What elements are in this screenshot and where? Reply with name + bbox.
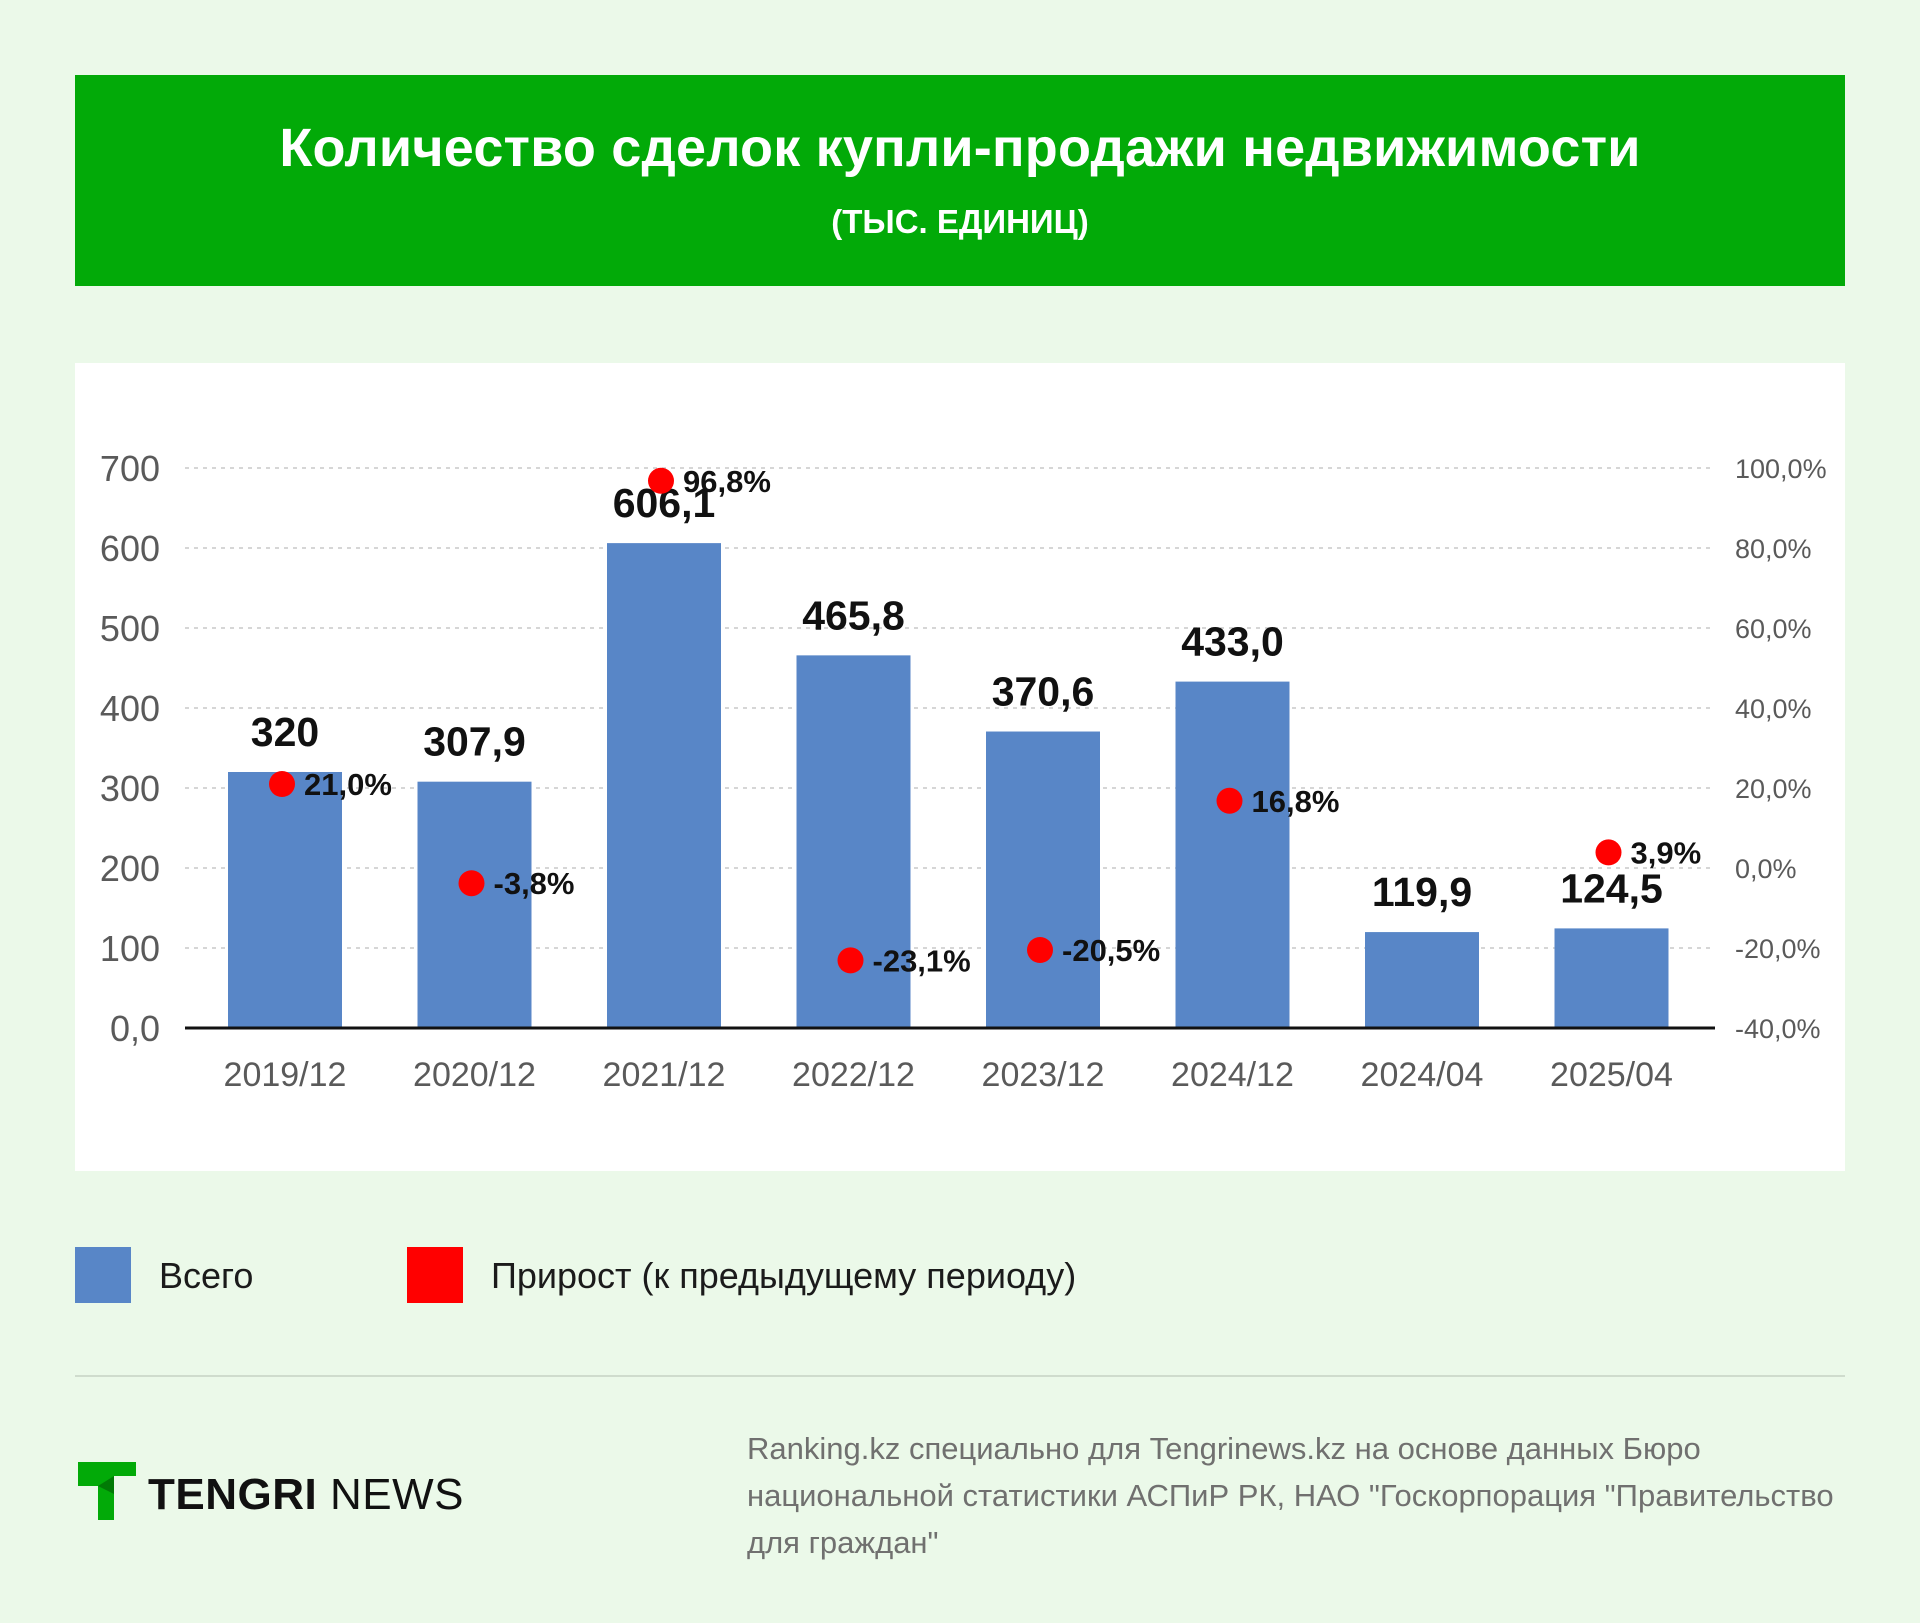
bar-value-label: 465,8 (802, 592, 905, 638)
bar-value-label: 320 (251, 709, 319, 755)
bar (417, 781, 532, 1028)
bar-value-label: 124,5 (1560, 865, 1663, 911)
x-tick-label: 2025/04 (1550, 1056, 1673, 1094)
y-right-tick-label: 60,0% (1735, 614, 1812, 644)
bar (607, 543, 721, 1028)
x-tick-label: 2020/12 (413, 1056, 536, 1094)
y-left-tick-label: 0,0 (110, 1008, 160, 1049)
legend-swatch-growth (407, 1247, 463, 1303)
growth-label: 16,8% (1252, 784, 1340, 819)
chart-subtitle: (ТЫС. ЕДИНИЦ) (831, 203, 1089, 240)
logo-wordmark: TENGRI NEWS (148, 1470, 464, 1520)
y-left-tick-label: 100 (100, 928, 160, 969)
y-left-tick-label: 300 (100, 768, 160, 809)
tengri-logo-icon (78, 1462, 136, 1520)
x-tick-label: 2021/12 (603, 1056, 726, 1094)
y-right-tick-label: 20,0% (1735, 774, 1812, 804)
growth-label: 3,9% (1631, 835, 1702, 870)
chart-header: Количество сделок купли-продажи недвижим… (75, 75, 1845, 286)
x-tick-label: 2024/12 (1171, 1056, 1294, 1094)
y-right-tick-label: 80,0% (1735, 534, 1812, 564)
growth-point (1027, 937, 1053, 963)
bar-value-label: 370,6 (992, 669, 1095, 715)
logo-brand-regular: NEWS (329, 1470, 464, 1519)
legend-label-growth: Прирост (к предыдущему периоду) (491, 1255, 1077, 1296)
bar (1554, 928, 1669, 1028)
legend-swatch-total (75, 1247, 131, 1303)
growth-label: 21,0% (304, 767, 392, 802)
y-right-tick-label: 40,0% (1735, 694, 1812, 724)
y-left-tick-label: 200 (100, 848, 160, 889)
chart-panel: 0,0 100 200 300 400 500 600 700 -40,0% -20,0% 0,0%… (75, 363, 1845, 1171)
y-right-tick-label: -40,0% (1735, 1014, 1821, 1044)
growth-point (837, 947, 864, 974)
footer-divider (75, 1375, 1845, 1377)
logo-brand-bold: TENGRI (148, 1470, 318, 1519)
bar-value-label: 119,9 (1372, 869, 1472, 915)
combo-chart: 0,0 100 200 300 400 500 600 700 -40,0% -20,0% 0,0%… (100, 448, 1827, 1094)
y-left-tick-label: 500 (100, 608, 160, 649)
source-note: Ranking.kz специально для Tengrinews.kz … (747, 1431, 1834, 1560)
y-left-tick-label: 700 (100, 448, 160, 489)
bar-value-label: 307,9 (423, 719, 526, 765)
growth-point (1216, 787, 1243, 814)
x-tick-label: 2023/12 (982, 1056, 1105, 1094)
legend-label-total: Всего (159, 1255, 254, 1296)
growth-point (269, 771, 295, 797)
growth-point (648, 467, 674, 494)
y-left-tick-label: 400 (100, 688, 160, 729)
growth-point (458, 870, 485, 897)
bar (1365, 932, 1479, 1028)
bar (228, 772, 342, 1028)
x-tick-label: 2022/12 (792, 1056, 915, 1094)
growth-point (1595, 839, 1622, 866)
y-left-tick-label: 600 (100, 528, 160, 569)
growth-label: -20,5% (1062, 933, 1160, 968)
chart-title: Количество сделок купли-продажи недвижим… (279, 118, 1641, 178)
x-tick-label: 2019/12 (224, 1056, 347, 1094)
growth-label: 96,8% (683, 464, 771, 499)
y-right-tick-label: 100,0% (1735, 454, 1827, 484)
growth-label: -3,8% (494, 866, 575, 901)
y-right-tick-label: -20,0% (1735, 934, 1821, 964)
y-right-tick-label: 0,0% (1735, 854, 1797, 884)
x-tick-label: 2024/04 (1361, 1056, 1484, 1094)
bar-value-label: 433,0 (1181, 619, 1284, 665)
bar (986, 731, 1100, 1028)
bar (1175, 681, 1290, 1028)
growth-label: -23,1% (873, 943, 971, 978)
